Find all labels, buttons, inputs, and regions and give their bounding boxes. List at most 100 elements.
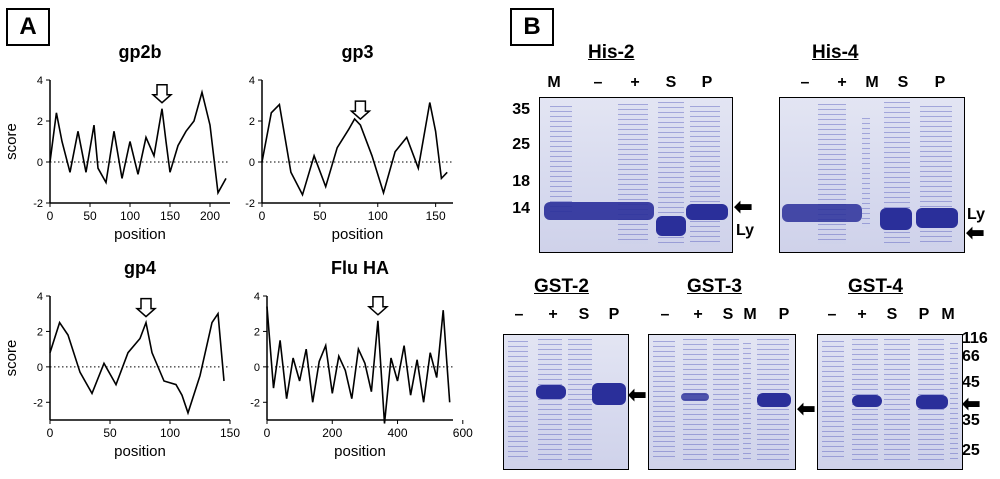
gel-smear [653, 341, 675, 461]
gel-band [916, 208, 958, 228]
x-axis-label: position [114, 443, 166, 460]
lane-label: P [701, 74, 713, 91]
gel-gst4 [817, 334, 963, 470]
x-tick-label: 0 [264, 426, 271, 440]
gel-smear [818, 104, 846, 244]
y-tick-label: 2 [249, 116, 255, 128]
lane-label: + [548, 306, 558, 323]
gel-band [916, 395, 948, 409]
gel-smear [690, 106, 720, 246]
mw-marker-label: 25 [962, 442, 980, 459]
gel-band [656, 216, 686, 236]
y-tick-label: 4 [37, 291, 43, 303]
x-tick-label: 50 [83, 209, 97, 223]
panel-label-b: B [510, 8, 554, 46]
gel-band [681, 393, 709, 401]
mw-marker-label: 35 [962, 412, 980, 429]
chart-title: gp3 [341, 42, 373, 62]
y-axis-label: score [3, 340, 20, 377]
y-tick-label: -2 [250, 397, 260, 409]
lane-label: P [934, 74, 946, 91]
gel-smear [538, 339, 562, 464]
x-axis-label: position [334, 443, 386, 460]
x-tick-label: 0 [47, 209, 54, 223]
x-tick-label: 200 [322, 426, 342, 440]
y-tick-label: 4 [249, 75, 255, 87]
x-tick-label: 50 [103, 426, 117, 440]
gel-smear [950, 343, 958, 461]
chart-title: gp4 [124, 258, 156, 278]
mw-marker-label: 66 [962, 348, 980, 365]
x-tick-label: 0 [259, 209, 266, 223]
gel-smear [822, 341, 844, 461]
gel-band [880, 208, 912, 230]
lane-label: P [918, 306, 930, 323]
y-tick-label: -2 [245, 198, 255, 210]
gel-smear [618, 104, 648, 244]
lane-label: + [693, 306, 703, 323]
x-axis-label: position [332, 226, 384, 243]
gel-title-gst2: GST-2 [534, 276, 589, 297]
lane-label: S [578, 306, 590, 323]
mw-marker-label: 45 [962, 374, 980, 391]
ly-label: Ly [967, 206, 986, 223]
y-tick-label: 2 [37, 116, 43, 128]
gel-band [757, 393, 791, 407]
x-tick-label: 50 [313, 209, 327, 223]
down-arrow-icon [135, 297, 157, 318]
gel-smear [550, 106, 572, 216]
lane-label: – [827, 306, 837, 323]
gel-title-gst3: GST-3 [687, 276, 742, 297]
x-tick-label: 200 [200, 209, 220, 223]
mw-marker-label: 25 [512, 136, 530, 153]
y-tick-label: 4 [254, 291, 260, 303]
mw-marker-label: 35 [512, 101, 530, 118]
x-tick-label: 150 [426, 209, 446, 223]
y-tick-label: 0 [249, 157, 255, 169]
arrow-icon: ⬅ [628, 382, 647, 407]
arrow-icon: ⬅ [962, 391, 981, 416]
gel-title-his2: His-2 [588, 42, 635, 63]
x-tick-label: 100 [120, 209, 140, 223]
chart-title: Flu HA [331, 258, 389, 278]
x-tick-label: 100 [160, 426, 180, 440]
arrow-icon: ⬅ [734, 194, 753, 219]
lane-label: – [593, 74, 603, 91]
gel-gst3 [648, 334, 796, 470]
gel-his4 [779, 97, 965, 253]
arrow-icon: ⬅ [797, 396, 816, 421]
lane-label: + [837, 74, 847, 91]
mw-marker-label: 116 [962, 330, 988, 347]
score-line [49, 89, 227, 196]
gel-gst2 [503, 334, 629, 470]
y-tick-label: 0 [254, 362, 260, 374]
score-line [266, 306, 451, 424]
lane-label: S [897, 74, 909, 91]
gel-smear [508, 341, 528, 461]
gel-smear [884, 339, 910, 464]
x-axis-label: position [114, 226, 166, 243]
score-line [261, 102, 448, 197]
lane-label: – [514, 306, 524, 323]
lane-label: P [608, 306, 620, 323]
y-tick-label: 2 [254, 326, 260, 338]
gel-band [686, 204, 728, 220]
down-arrow-icon [349, 100, 372, 121]
y-tick-label: -2 [33, 397, 43, 409]
x-tick-label: 100 [368, 209, 388, 223]
lane-label: M [865, 74, 879, 91]
ly-label: Ly [736, 222, 755, 239]
panel-label-a: A [6, 8, 50, 46]
gel-his2 [539, 97, 733, 253]
arrow-icon: ⬅ [966, 220, 985, 245]
gel-smear [743, 343, 751, 461]
gel-band [852, 395, 882, 407]
mw-marker-label: 14 [512, 200, 530, 217]
gel-smear [713, 339, 739, 464]
x-tick-label: 150 [220, 426, 240, 440]
x-tick-label: 150 [160, 209, 180, 223]
lane-label: M [547, 74, 561, 91]
chart-title: gp2b [119, 42, 162, 62]
lane-label: P [778, 306, 790, 323]
lane-label: M [743, 306, 757, 323]
